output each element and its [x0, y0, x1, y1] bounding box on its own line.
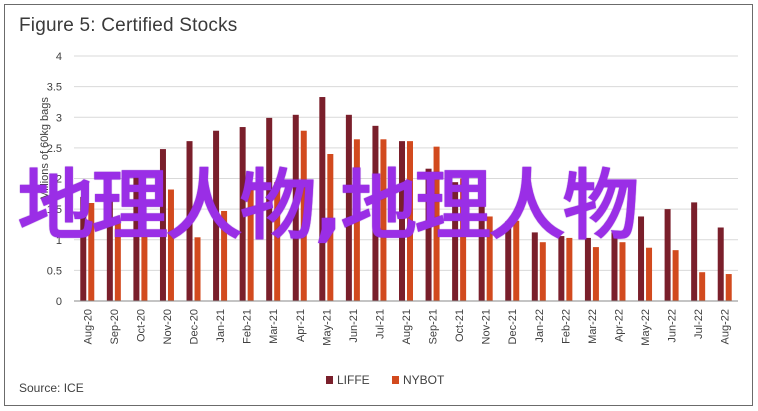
bar-nybot: [672, 250, 679, 301]
x-tick-label: Jul-21: [374, 309, 386, 339]
x-tick-label: Oct-20: [135, 309, 147, 342]
bar-nybot: [513, 220, 520, 301]
x-tick-label: Apr-21: [295, 309, 307, 342]
bar-liffe: [266, 117, 273, 301]
chart-source: Source: ICE: [19, 381, 84, 395]
bar-liffe: [159, 149, 166, 301]
y-tick-label: 0.5: [47, 265, 62, 277]
y-tick-label: 3: [56, 112, 62, 124]
bar-liffe: [106, 196, 113, 301]
chart-frame: Figure 5: Certified Stocks Source: ICE: [4, 4, 753, 406]
bar-liffe: [186, 141, 193, 301]
bar-nybot: [539, 242, 546, 301]
bar-liffe: [478, 205, 485, 301]
bar-nybot: [353, 139, 360, 301]
x-tick-label: Apr-22: [613, 309, 625, 342]
bar-nybot: [407, 141, 413, 301]
bar-liffe: [399, 141, 405, 301]
y-tick-label: 1.5: [47, 204, 62, 216]
bar-nybot: [194, 237, 201, 301]
bar-nybot: [221, 210, 228, 301]
x-tick-label: Oct-21: [454, 309, 466, 342]
bar-liffe: [239, 127, 246, 301]
x-tick-label: May-21: [321, 309, 333, 346]
x-tick-label: Aug-21: [401, 309, 413, 344]
bar-liffe: [691, 202, 698, 301]
legend-swatch-nybot: [392, 376, 399, 384]
bar-nybot: [646, 247, 653, 301]
bar-liffe: [213, 130, 220, 301]
x-tick-label: Jan-22: [534, 309, 546, 343]
bar-liffe: [345, 114, 352, 301]
x-tick-label: Mar-21: [268, 309, 280, 344]
x-tick-label: Feb-22: [560, 309, 572, 344]
x-tick-label: Sep-20: [109, 309, 121, 344]
bar-nybot: [380, 139, 387, 301]
bar-nybot: [460, 178, 467, 301]
x-tick-label: Jan-21: [215, 309, 227, 343]
bar-liffe: [452, 182, 459, 301]
x-tick-label: Aug-20: [82, 309, 94, 344]
bar-nybot: [699, 272, 706, 301]
bar-liffe: [664, 209, 671, 301]
bar-nybot: [274, 182, 281, 301]
y-axis-label: Millions of 60kg bags: [39, 97, 51, 200]
bar-nybot: [327, 154, 334, 301]
bar-liffe: [531, 232, 538, 301]
bar-liffe: [505, 221, 512, 301]
bar-liffe: [638, 216, 645, 301]
bar-liffe: [80, 196, 87, 301]
bar-nybot: [486, 216, 493, 301]
x-tick-label: Dec-20: [189, 309, 201, 344]
legend-swatch-liffe: [326, 376, 333, 384]
x-tick-label: Jun-22: [667, 309, 679, 343]
bar-nybot: [619, 242, 626, 301]
x-tick-label: Mar-22: [587, 309, 599, 344]
bar-liffe: [292, 114, 299, 301]
x-tick-label: Jun-21: [348, 309, 360, 343]
x-tick-label: Jul-22: [693, 309, 705, 339]
x-tick-label: May-22: [640, 309, 652, 346]
bar-nybot: [566, 237, 573, 301]
x-tick-label: Feb-21: [242, 309, 254, 344]
bar-nybot: [247, 189, 254, 301]
bar-liffe: [319, 97, 326, 301]
bar-liffe: [372, 125, 379, 301]
bar-nybot: [88, 203, 95, 301]
bar-liffe: [558, 236, 565, 301]
y-tick-label: 3.5: [47, 82, 62, 94]
x-tick-label: Nov-20: [162, 309, 174, 344]
bar-liffe: [425, 168, 432, 301]
bar-nybot: [433, 146, 440, 301]
chart-title: Figure 5: Certified Stocks: [19, 15, 238, 36]
bar-liffe: [717, 227, 724, 301]
y-tick-label: 2: [56, 174, 62, 186]
bar-liffe: [133, 174, 140, 301]
x-tick-label: Nov-21: [481, 309, 493, 344]
bar-liffe: [611, 232, 618, 301]
y-tick-label: 2.5: [47, 143, 62, 155]
bar-nybot: [300, 130, 307, 301]
bar-nybot: [167, 189, 174, 301]
y-tick-label: 4: [56, 51, 62, 63]
bar-nybot: [592, 247, 599, 301]
overlay-text: 地理人物,地理人物: [18, 161, 639, 250]
x-tick-label: Sep-21: [428, 309, 440, 344]
y-tick-label: 0: [56, 296, 62, 308]
x-tick-label: Aug-22: [720, 309, 732, 344]
bar-nybot: [725, 274, 732, 301]
legend-label-nybot: NYBOT: [403, 373, 445, 387]
x-tick-label: Dec-21: [507, 309, 519, 344]
bar-nybot: [114, 223, 121, 301]
legend-label-liffe: LIFFE: [337, 373, 370, 387]
y-tick-label: 1: [56, 235, 62, 247]
bar-liffe: [584, 237, 591, 301]
bar-nybot: [141, 234, 148, 301]
